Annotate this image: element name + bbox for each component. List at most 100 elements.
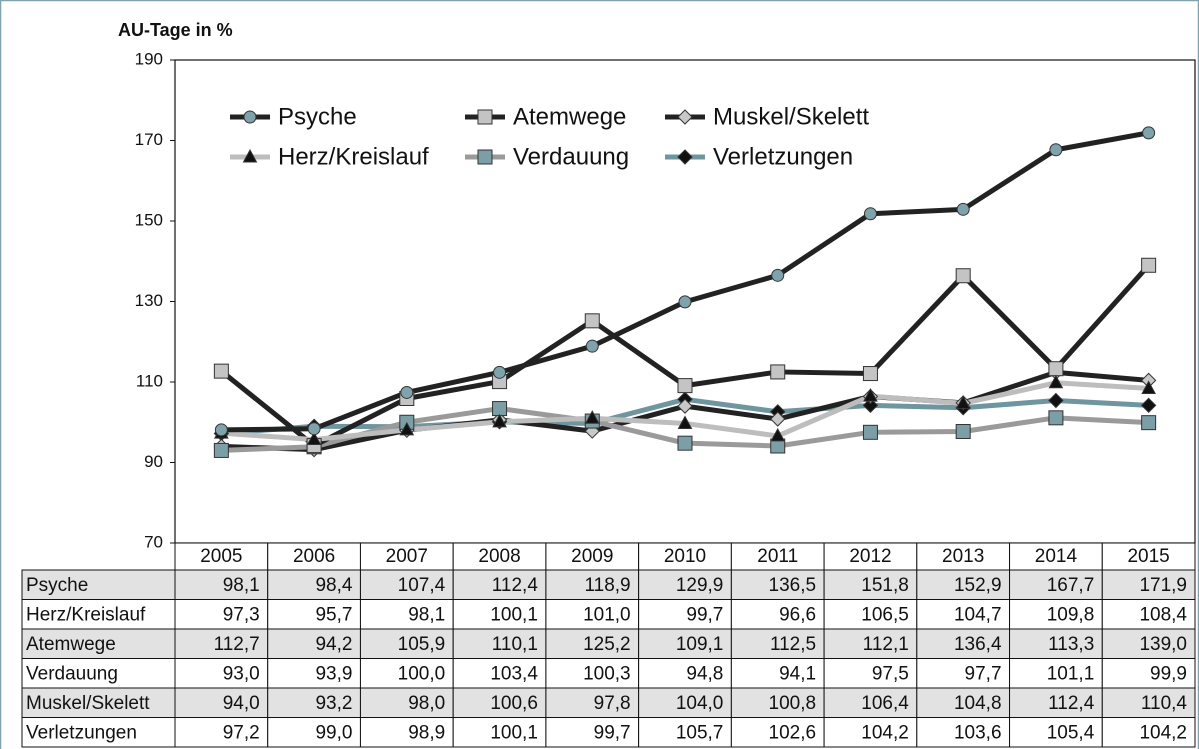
table-value: 104,0 — [676, 693, 724, 714]
table-cell — [823, 599, 918, 630]
marker — [1048, 361, 1064, 377]
row-label: Atemwege — [26, 634, 116, 655]
table-cell — [916, 628, 1011, 659]
y-tick-label: 70 — [144, 532, 163, 551]
table-cell — [267, 717, 361, 748]
marker — [677, 378, 693, 394]
x-tick-label: 2015 — [1127, 546, 1169, 567]
marker — [213, 363, 229, 379]
table-cell — [916, 599, 1011, 630]
x-tick-label: 2014 — [1035, 546, 1078, 567]
table-cell — [1101, 628, 1196, 659]
x-tick-label: 2005 — [200, 546, 242, 567]
table-value: 97,2 — [223, 722, 260, 743]
table-cell — [823, 717, 918, 748]
x-tick-label: 2013 — [942, 546, 984, 567]
table-value: 93,0 — [223, 663, 260, 684]
x-tick-label: 2008 — [478, 546, 520, 567]
marker — [477, 149, 493, 165]
table-value: 98,1 — [223, 575, 260, 596]
table-value: 101,1 — [1047, 663, 1095, 684]
x-tick-label: 2007 — [386, 546, 428, 567]
marker — [677, 415, 693, 429]
y-tick-label: 110 — [136, 371, 163, 390]
table-value: 171,9 — [1139, 575, 1187, 596]
marker — [400, 385, 414, 399]
table-value: 100,3 — [583, 663, 631, 684]
marker — [1048, 374, 1064, 389]
table-value: 100,1 — [490, 604, 538, 625]
table-cell — [823, 687, 918, 718]
marker — [862, 366, 878, 382]
table-cell — [359, 628, 454, 659]
marker — [1141, 257, 1157, 273]
table-cell — [730, 628, 825, 659]
table-value: 94,1 — [779, 663, 816, 684]
row-label: Herz/Kreislauf — [26, 604, 146, 625]
x-tick-label: 2012 — [849, 546, 891, 567]
marker — [1049, 143, 1063, 157]
table-cell — [545, 658, 640, 689]
table-cell — [359, 599, 454, 630]
y-tick-label: 190 — [135, 49, 163, 68]
row-label: Muskel/Skelett — [26, 693, 150, 714]
table-cell — [916, 658, 1011, 689]
table-cell — [267, 599, 361, 630]
legend-item: Verdauung — [465, 143, 629, 170]
table-value: 136,4 — [954, 634, 1002, 655]
table-value: 93,2 — [315, 693, 352, 714]
table-value: 109,1 — [676, 634, 724, 655]
marker — [477, 109, 493, 125]
table-value: 100,8 — [769, 693, 817, 714]
table-value: 97,8 — [594, 693, 631, 714]
x-tick-label: 2010 — [664, 546, 706, 567]
table-cell — [452, 569, 547, 600]
table-cell — [823, 658, 918, 689]
table-value: 99,9 — [1150, 663, 1187, 684]
marker — [863, 207, 877, 221]
legend-label: Verletzungen — [713, 143, 853, 170]
legend-item: Herz/Kreislauf — [230, 143, 429, 170]
table-value: 99,7 — [594, 722, 631, 743]
legend-label: Herz/Kreislauf — [278, 143, 429, 170]
legend-label: Muskel/Skelett — [713, 103, 869, 130]
marker — [1140, 397, 1157, 414]
table-value: 151,8 — [861, 575, 909, 596]
table-value: 93,9 — [315, 663, 352, 684]
header-cell — [730, 542, 825, 571]
row-label: Psyche — [26, 575, 88, 596]
table-value: 98,9 — [408, 722, 445, 743]
table-cell — [730, 569, 825, 600]
table-value: 103,6 — [954, 722, 1002, 743]
table-cell — [452, 628, 547, 659]
legend-item: Atemwege — [465, 103, 626, 130]
table-cell — [1009, 717, 1103, 748]
table-cell — [359, 717, 454, 748]
table-value: 139,0 — [1139, 634, 1187, 655]
table-value: 98,1 — [408, 604, 445, 625]
table-value: 98,0 — [408, 693, 445, 714]
marker — [492, 413, 507, 428]
marker — [399, 421, 415, 436]
table-cell — [730, 658, 825, 689]
marker — [770, 411, 786, 427]
table-value: 98,4 — [315, 575, 352, 596]
marker — [863, 388, 878, 402]
table-cell — [1009, 658, 1103, 689]
y-axis-label: AU-Tage in % — [118, 20, 233, 40]
x-tick-label: 2011 — [757, 546, 798, 567]
table-value: 97,5 — [872, 663, 909, 684]
table-value: 125,2 — [583, 634, 631, 655]
table-value: 104,8 — [954, 693, 1002, 714]
header-cell — [1009, 542, 1103, 571]
table-value: 118,9 — [584, 575, 630, 596]
marker — [307, 422, 321, 436]
y-tick-label: 170 — [135, 130, 163, 149]
marker — [242, 148, 258, 163]
y-tick-label: 90 — [144, 452, 163, 471]
table-value: 129,9 — [676, 575, 724, 596]
table-value: 108,4 — [1139, 604, 1187, 625]
table-cell — [1101, 569, 1196, 600]
table-value: 105,9 — [398, 634, 446, 655]
